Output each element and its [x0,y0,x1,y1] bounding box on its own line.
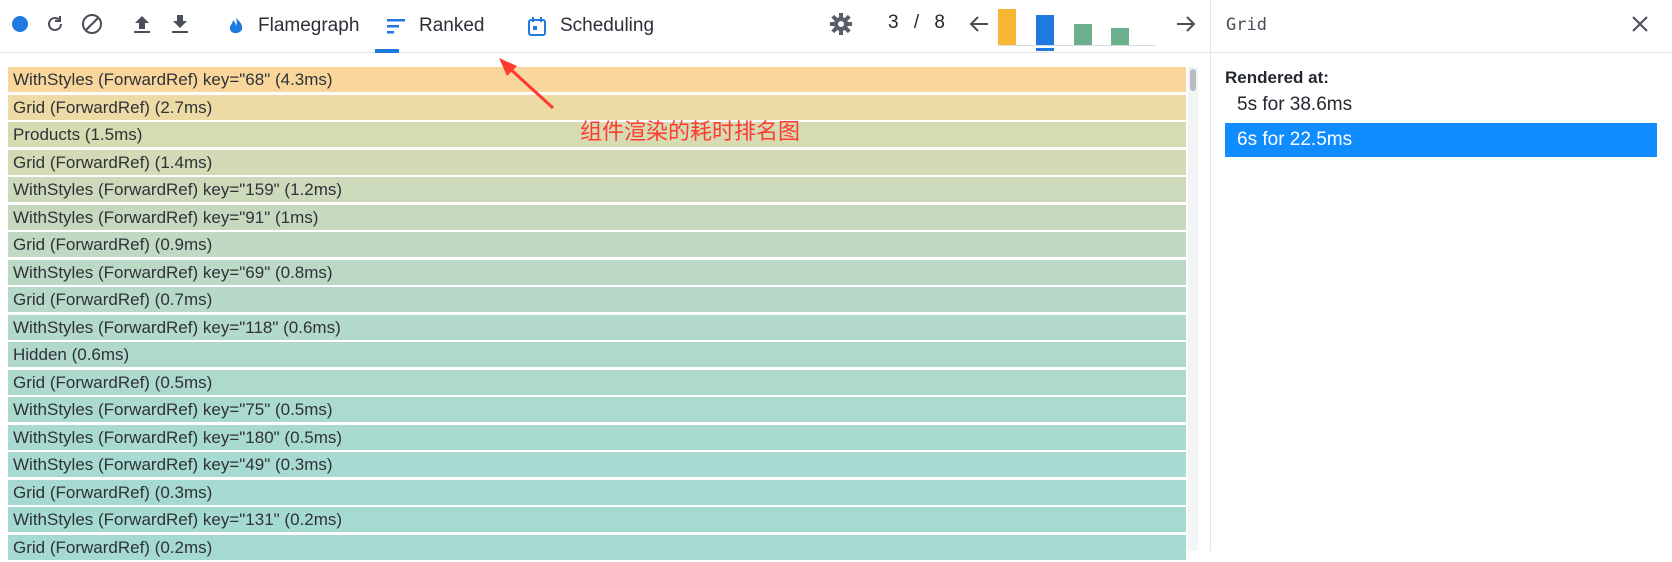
close-icon[interactable] [1628,12,1652,36]
ranked-chart-icon [387,18,405,34]
commit-bar[interactable] [1111,28,1129,45]
ranked-row[interactable]: WithStyles (ForwardRef) key="159" (1.2ms… [8,177,1186,202]
record-icon[interactable] [8,12,32,36]
arrow-left-icon[interactable] [967,12,991,36]
annotation-text: 组件渲染的耗时排名图 [580,119,801,144]
profiler-toolbar: Flamegraph Ranked Scheduling 3 / 8 [0,0,1210,53]
ranked-row[interactable]: WithStyles (ForwardRef) key="49" (0.3ms) [8,452,1186,477]
annotation-arrow [499,58,555,110]
ranked-list: WithStyles (ForwardRef) key="68" (4.3ms)… [8,67,1186,562]
render-item-selected[interactable]: 6s for 22.5ms [1225,123,1657,157]
tab-ranked[interactable] [375,0,399,53]
ranked-row[interactable]: Grid (ForwardRef) (1.4ms) [8,149,1186,175]
flame-icon [228,16,244,36]
sidebar-header: Grid [1211,0,1672,53]
calendar-icon [528,16,546,36]
scrollbar-track[interactable] [1188,67,1198,551]
gear-icon[interactable] [829,12,853,36]
commit-bar-chart[interactable] [998,0,1156,52]
ranked-row[interactable]: Grid (ForwardRef) (0.2ms) [8,534,1186,560]
ranked-row[interactable]: Grid (ForwardRef) (0.5ms) [8,369,1186,395]
ranked-row[interactable]: Grid (ForwardRef) (0.9ms) [8,232,1186,257]
commit-bar-selection [1036,48,1054,51]
ranked-row[interactable]: WithStyles (ForwardRef) key="91" (1ms) [8,204,1186,230]
ranked-row[interactable]: WithStyles (ForwardRef) key="69" (0.8ms) [8,259,1186,285]
commit-total: 8 [934,12,946,33]
ranked-row[interactable]: Grid (ForwardRef) (2.7ms) [8,94,1186,120]
selected-component-title: Grid [1226,15,1267,35]
commit-current: 3 [888,12,900,33]
commit-bar[interactable] [998,9,1016,45]
ranked-row[interactable]: WithStyles (ForwardRef) key="180" (0.5ms… [8,424,1186,450]
tab-flamegraph[interactable]: Flamegraph [228,0,359,52]
upload-icon[interactable] [130,12,154,36]
commit-counter: 3 / 8 [888,12,946,34]
rendered-at-label: Rendered at: [1225,68,1329,87]
ranked-row[interactable]: Grid (ForwardRef) (0.3ms) [8,479,1186,505]
scrollbar-thumb[interactable] [1190,69,1196,91]
tab-label: Ranked [419,15,485,36]
tab-label: Scheduling [560,15,655,36]
reload-icon[interactable] [43,12,67,36]
commit-bar[interactable] [1036,15,1054,45]
tab-ranked-content[interactable]: Ranked [387,0,485,52]
ranked-row[interactable]: Products (1.5ms) [8,122,1186,147]
arrow-right-icon[interactable] [1174,12,1198,36]
commit-separator: / [913,12,921,33]
render-item[interactable]: 5s for 38.6ms [1237,94,1353,115]
tab-scheduling[interactable]: Scheduling [528,0,654,52]
ranked-row[interactable]: WithStyles (ForwardRef) key="118" (0.6ms… [8,314,1186,340]
commit-bar-baseline [998,45,1156,46]
ranked-row[interactable]: Grid (ForwardRef) (0.7ms) [8,287,1186,312]
download-icon[interactable] [168,12,192,36]
ranked-row[interactable]: WithStyles (ForwardRef) key="68" (4.3ms) [8,67,1186,92]
ranked-row[interactable]: WithStyles (ForwardRef) key="131" (0.2ms… [8,507,1186,532]
commit-bar[interactable] [1074,24,1092,45]
ranked-row[interactable]: WithStyles (ForwardRef) key="75" (0.5ms) [8,397,1186,422]
panel-divider[interactable] [1210,0,1211,551]
clear-icon[interactable] [80,12,104,36]
ranked-row[interactable]: Hidden (0.6ms) [8,342,1186,367]
tab-label: Flamegraph [258,15,360,36]
